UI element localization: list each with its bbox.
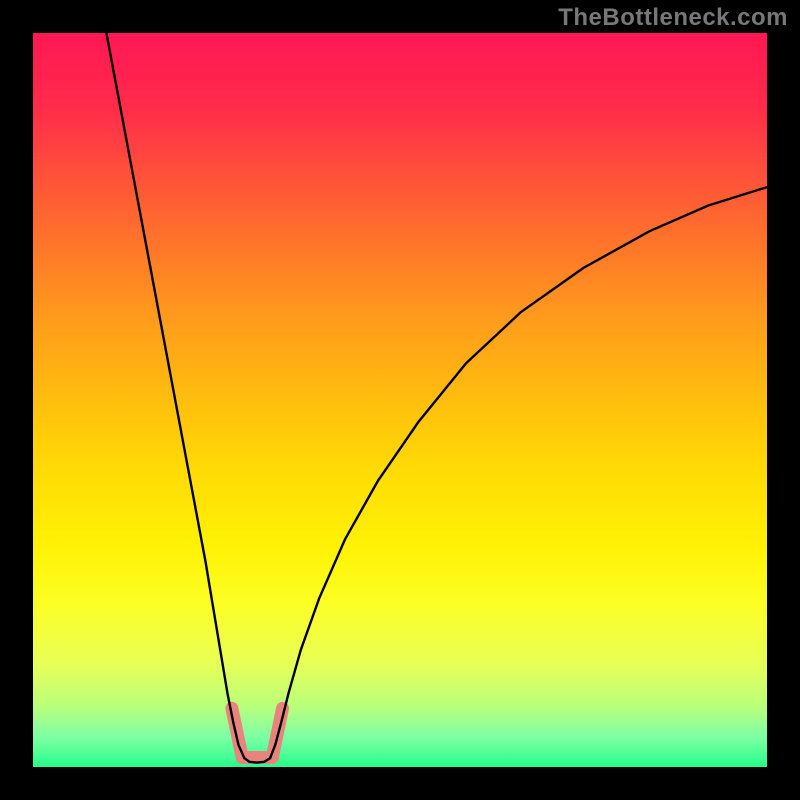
chart-container: TheBottleneck.com [0, 0, 800, 800]
chart-svg [33, 33, 767, 767]
watermark-text: TheBottleneck.com [558, 4, 788, 32]
frame-border-left [0, 0, 33, 800]
gradient-background [33, 33, 767, 767]
plot-area [33, 33, 767, 767]
frame-border-bottom [0, 767, 800, 800]
frame-border-right [767, 0, 800, 800]
